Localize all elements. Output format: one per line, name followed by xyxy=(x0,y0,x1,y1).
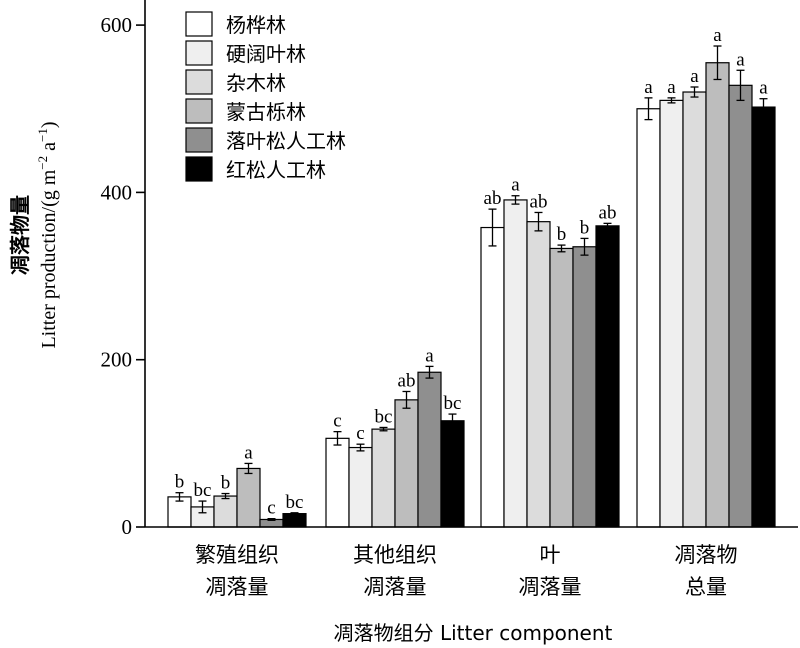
bar xyxy=(417,371,442,528)
x-category-label-line2: 总量 xyxy=(685,575,727,599)
bar xyxy=(325,437,350,528)
y-axis-title-zh: 凋落物量 xyxy=(8,195,32,275)
significance-letter: a xyxy=(690,66,699,87)
x-category-label-line1: 凋落物 xyxy=(675,543,738,567)
legend-swatch xyxy=(185,156,213,182)
y-axis-title-en-sup1: −2 xyxy=(35,156,50,170)
bar xyxy=(682,91,707,528)
legend-swatch xyxy=(185,40,213,66)
x-category-label-line2: 凋落量 xyxy=(206,575,269,599)
bar xyxy=(595,225,620,528)
legend-label: 红松人工林 xyxy=(226,158,326,182)
bar xyxy=(440,420,465,528)
legend-swatch xyxy=(185,98,213,124)
significance-letter: a xyxy=(713,25,722,46)
legend-label: 蒙古栎林 xyxy=(226,100,306,124)
bar xyxy=(659,99,684,528)
significance-letter: b xyxy=(580,217,590,238)
significance-letter: bc xyxy=(444,393,462,414)
significance-letter: a xyxy=(644,77,653,98)
y-tick-label: 0 xyxy=(122,515,133,539)
significance-letter: a xyxy=(425,345,434,366)
y-axis-title: 凋落物量 xyxy=(8,195,32,275)
significance-letter: a xyxy=(736,49,745,70)
bar xyxy=(728,84,753,528)
significance-letter: b xyxy=(221,473,231,494)
legend-swatch xyxy=(185,11,213,37)
legend-label: 硬阔叶林 xyxy=(226,42,306,66)
y-axis-title-en-group: Litter production/(g m−2 a−1) xyxy=(35,121,60,348)
significance-letter: ab xyxy=(484,188,502,209)
significance-letter: a xyxy=(667,77,676,98)
significance-letter: c xyxy=(267,498,275,519)
significance-letter: ab xyxy=(530,191,548,212)
significance-letter: bc xyxy=(375,406,393,427)
y-axis-title-en-sup2: −1 xyxy=(35,128,50,142)
significance-letter: c xyxy=(356,423,364,444)
bar xyxy=(636,108,661,528)
significance-letter: bc xyxy=(194,480,212,501)
significance-letter: a xyxy=(511,175,520,196)
significance-letter: a xyxy=(244,442,253,463)
bar xyxy=(572,246,597,528)
y-tick-label: 600 xyxy=(101,13,133,37)
significance-letter: ab xyxy=(398,370,416,391)
bar xyxy=(549,247,574,528)
y-tick-label: 200 xyxy=(101,348,133,372)
bar xyxy=(371,428,396,528)
significance-letter: ab xyxy=(599,202,617,223)
y-ticks: 0 200 400 600 xyxy=(101,13,145,539)
y-axis-title-en-mid: a xyxy=(38,142,60,156)
x-category-label-line1: 繁殖组织 xyxy=(195,543,279,567)
bar xyxy=(394,399,419,528)
y-axis-title-en: Litter production/(g m−2 a−1) xyxy=(35,121,60,348)
axes xyxy=(144,0,798,528)
legend-swatch xyxy=(185,69,213,95)
legend-swatch xyxy=(185,127,213,153)
legend-label: 落叶松人工林 xyxy=(226,129,346,153)
bar xyxy=(348,446,373,528)
significance-letter: b xyxy=(557,224,567,245)
bar xyxy=(526,221,551,528)
x-category-label-line1: 叶 xyxy=(540,543,561,567)
bar xyxy=(236,467,261,528)
bar xyxy=(213,495,238,528)
significance-letter: bc xyxy=(286,492,304,513)
bar xyxy=(705,62,730,528)
legend-label: 杨桦林 xyxy=(226,13,286,37)
bar xyxy=(503,199,528,528)
significance-letter: b xyxy=(175,472,185,493)
significance-letter: c xyxy=(333,411,341,432)
bar xyxy=(480,226,505,528)
x-axis-title: 凋落物组分 Litter component xyxy=(334,621,613,645)
y-axis-title-en-main: Litter production/(g m xyxy=(38,169,60,348)
y-tick-label: 400 xyxy=(101,180,133,204)
legend-label: 杂木林 xyxy=(226,71,286,95)
bar xyxy=(282,513,307,528)
y-axis-title-en-end: ) xyxy=(38,121,60,128)
significance-letter: a xyxy=(759,78,768,99)
x-category-label-line2: 凋落量 xyxy=(519,575,582,599)
x-category-label-line2: 凋落量 xyxy=(364,575,427,599)
bar xyxy=(751,106,776,528)
x-category-label-line1: 其他组织 xyxy=(353,543,437,567)
